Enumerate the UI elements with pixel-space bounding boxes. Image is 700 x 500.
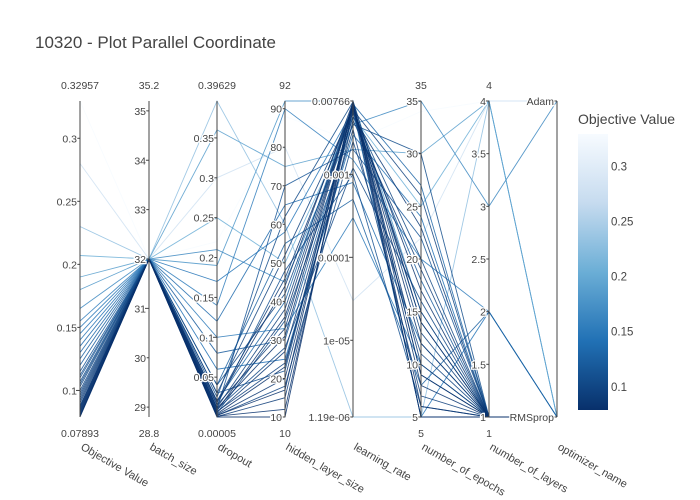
axis-tick-label: 20 [270,373,282,385]
axis-tick-label: 60 [270,219,282,231]
axis-tick-label: 2.5 [471,254,486,266]
colorbar-tick-label: 0.15 [611,327,633,339]
axis-bottom-range-label: 28.8 [139,428,160,440]
trial-line [79,108,557,418]
axis-tick-label: 0.25 [194,213,215,225]
axis-tick-label: 0.00766 [312,96,350,108]
axis-tick-label: 90 [270,104,282,116]
axis-tick-label: 0.15 [194,292,215,304]
axis-title: batch_size [148,441,200,478]
trial-line [79,102,557,418]
axis-tick-label: 20 [406,254,418,266]
axis-bottom-range-label: 0.00005 [198,428,236,440]
axis-tick-label: 35 [134,106,146,118]
trial-lines [79,99,558,419]
axis-tick-label: 30 [270,335,282,347]
axis-tick-label: 0.2 [62,259,77,271]
axis-bottom-range-label: 1 [486,428,492,440]
trial-line [79,99,558,418]
trial-line [79,100,557,260]
trial-line [79,148,557,418]
axis-title: dropout [216,441,254,470]
axis-bottom-range-label: 0.07893 [61,428,99,440]
colorbar-tick-label: 0.2 [611,272,627,284]
trial-line [79,133,557,418]
axis-tick-label: Adam [527,96,555,108]
axis-tick-label: 2 [480,307,486,319]
axis-tick-label: 34 [134,155,146,167]
axis-tick-label: 0.1 [62,385,77,397]
axis-tick-label: 0.001 [324,169,350,181]
axis-tick-label: 0.35 [194,133,215,145]
axis-tick-label: 1.19e-06 [309,412,351,424]
axis-tick-label: 3.5 [471,149,486,161]
axis-tick-label: 31 [134,303,146,315]
axis-tick-label: 40 [270,296,282,308]
axis-top-range-label: 35.2 [139,80,160,92]
trial-line [79,99,558,418]
axis-tick-label: 80 [270,142,282,154]
axis-dropout[interactable]: 0.05 0.1 0.15 0.2 0.25 0.3 0.35 0.39629 0.00005d… [192,80,254,470]
axis-tick-label: 35 [406,96,418,108]
axis-tick-label: 1e-05 [323,335,350,347]
axis-tick-label: 29 [134,402,146,414]
trial-line [79,100,558,418]
axis-tick-label: 5 [412,412,418,424]
colorbar-tick-label: 0.25 [611,217,633,229]
axis-tick-label: 1 [480,412,486,424]
chart-title: 10320 - Plot Parallel Coordinate [35,33,276,52]
axis-tick-label: 25 [406,201,418,213]
trial-line [79,115,557,418]
axis-bottom-range-label: 5 [418,428,424,440]
trial-line [79,111,557,418]
axis-top-range-label: 35 [415,80,427,92]
axis-tick-label: 0.3 [62,133,77,145]
colorbar: Objective Value 0.1 0.15 0.2 0.25 0.3 [578,111,675,410]
axis-tick-label: 30 [406,149,418,161]
axis-tick-label: 50 [270,258,282,270]
axis-top-range-label: 92 [279,80,291,92]
trial-line [79,107,558,418]
colorbar-tick-label: 0.3 [611,162,627,174]
axis-tick-label: 33 [134,205,146,217]
trial-line [79,100,557,302]
axis-tick-label: 0.2 [199,253,214,265]
axis-top-range-label: 4 [486,80,492,92]
axis-tick-label: 4 [480,96,486,108]
colorbar-gradient [578,134,608,410]
colorbar-tick-label: 0.1 [611,382,627,394]
axis-tick-label: 3 [480,201,486,213]
axis-tick-label: 1.5 [471,359,486,371]
axis-tick-label: 10 [270,412,282,424]
axis-tick-label: RMSprop [510,412,555,424]
axis-title: Objective Value [79,441,151,490]
axis-top-range-label: 0.32957 [61,80,99,92]
axis-tick-label: 0.0001 [318,252,350,264]
trial-line [79,101,557,418]
axis-tick-label: 70 [270,181,282,193]
axis-bottom-range-label: 10 [279,428,291,440]
axis-tick-label: 15 [406,307,418,319]
trial-line [79,118,557,418]
axis-tick-label: 10 [406,359,418,371]
trial-line [79,108,558,419]
axis-tick-label: 30 [134,353,146,365]
axis-tick-label: 0.05 [194,372,215,384]
axis-tick-label: 32 [134,254,146,266]
axis-title: learning_rate [352,441,414,484]
axis-tick-label: 0.25 [57,196,78,208]
axis-tick-label: 0.3 [199,173,214,185]
axis-tick-label: 0.15 [57,322,78,334]
axis-tick-label: 0.1 [199,332,214,344]
axis-top-range-label: 0.39629 [198,80,236,92]
colorbar-title: Objective Value [578,111,675,127]
